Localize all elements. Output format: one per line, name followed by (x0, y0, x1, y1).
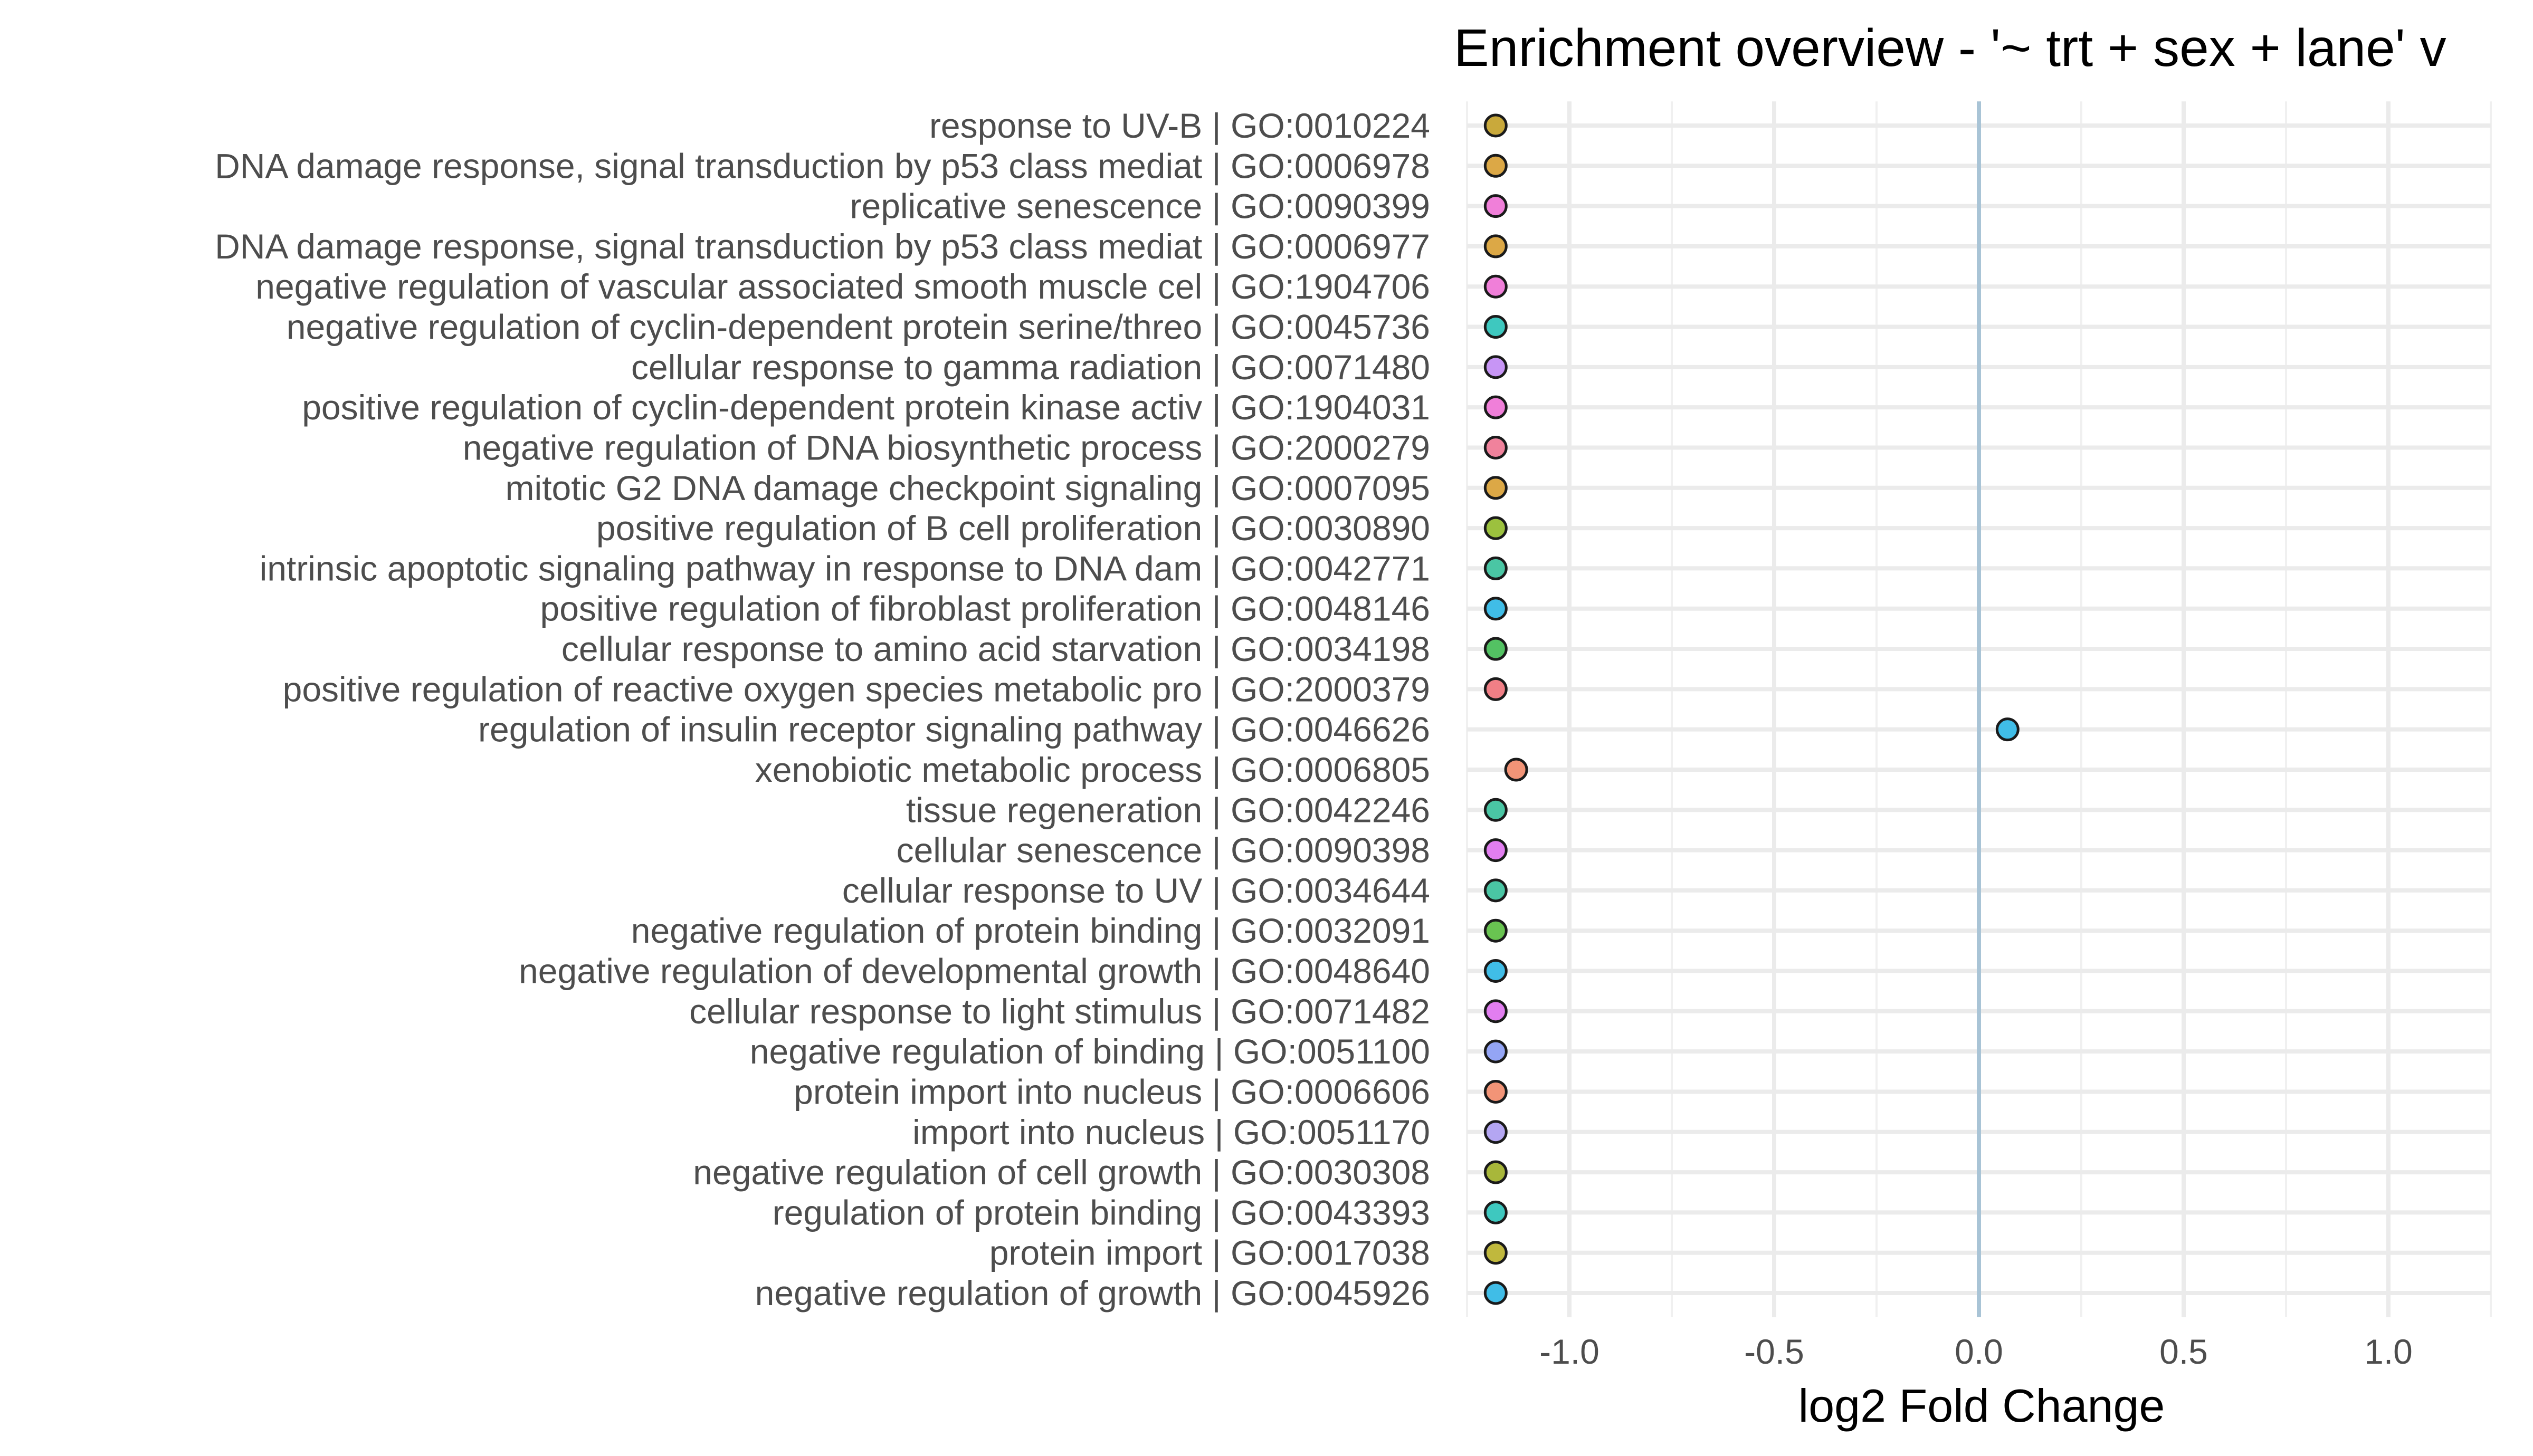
data-point (1483, 234, 1508, 258)
x-tick-label: -0.5 (1744, 1332, 1804, 1371)
category-label: DNA damage response, signal transduction… (215, 146, 1430, 185)
data-point (1483, 1160, 1508, 1184)
category-label: negative regulation of vascular associat… (255, 267, 1430, 306)
data-point (1504, 758, 1528, 782)
data-point (1483, 1039, 1508, 1064)
category-label: cellular senescence | GO:0090398 (897, 831, 1430, 870)
category-label: cellular response to UV | GO:0034644 (842, 871, 1430, 910)
data-point (1483, 395, 1508, 419)
data-point (1483, 918, 1508, 943)
data-point (1483, 113, 1508, 138)
x-axis-label: log2 Fold Change (1798, 1380, 2165, 1432)
category-label: positive regulation of cyclin-dependent … (302, 388, 1430, 427)
x-tick-label: 1.0 (2364, 1332, 2413, 1371)
category-label: regulation of protein binding | GO:00433… (773, 1193, 1430, 1232)
data-point (1483, 1241, 1508, 1265)
data-point (1483, 556, 1508, 580)
category-label: negative regulation of growth | GO:00459… (755, 1273, 1430, 1313)
data-point (1483, 597, 1508, 621)
data-point (1483, 516, 1508, 540)
category-label: cellular response to amino acid starvati… (561, 629, 1430, 668)
category-label: protein import into nucleus | GO:0006606 (794, 1072, 1430, 1111)
data-point (1483, 154, 1508, 178)
category-label: positive regulation of fibroblast prolif… (540, 589, 1430, 628)
data-point (1995, 717, 2020, 742)
data-point (1483, 476, 1508, 500)
x-tick-label: -1.0 (1539, 1332, 1599, 1371)
category-label: cellular response to light stimulus | GO… (689, 992, 1430, 1031)
category-label: positive regulation of reactive oxygen s… (283, 669, 1430, 708)
category-label: negative regulation of DNA biosynthetic … (463, 428, 1430, 467)
category-label: mitotic G2 DNA damage checkpoint signali… (506, 468, 1430, 507)
category-label: positive regulation of B cell proliferat… (596, 509, 1430, 548)
data-point (1483, 1281, 1508, 1305)
category-label: replicative senescence | GO:0090399 (850, 187, 1430, 226)
category-label: negative regulation of protein binding |… (631, 911, 1430, 950)
x-tick-label: 0.0 (1955, 1332, 2003, 1371)
data-point (1483, 435, 1508, 459)
data-point (1483, 878, 1508, 903)
data-point (1483, 274, 1508, 299)
x-axis-ticks: -1.0 -0.5 0.0 0.5 1.0 (1539, 1332, 2413, 1371)
x-tick-label: 0.5 (2159, 1332, 2208, 1371)
data-point (1483, 1079, 1508, 1104)
data-points (1483, 113, 2020, 1305)
category-label: negative regulation of cell growth | GO:… (693, 1153, 1430, 1192)
data-point (1483, 637, 1508, 661)
data-point (1483, 677, 1508, 701)
data-point (1483, 999, 1508, 1023)
plot-grid (1466, 101, 2492, 1317)
data-point (1483, 798, 1508, 822)
data-point (1483, 1120, 1508, 1144)
category-label: tissue regeneration | GO:0042246 (906, 790, 1430, 829)
category-label: intrinsic apoptotic signaling pathway in… (260, 549, 1430, 588)
category-label: response to UV-B | GO:0010224 (929, 106, 1430, 145)
category-label: import into nucleus | GO:0051170 (912, 1113, 1430, 1152)
data-point (1483, 315, 1508, 339)
data-point (1483, 194, 1508, 218)
category-label: cellular response to gamma radiation | G… (631, 348, 1430, 387)
category-label: xenobiotic metabolic process | GO:000680… (755, 750, 1430, 789)
category-label: regulation of insulin receptor signaling… (478, 710, 1430, 749)
chart-title: Enrichment overview - '~ trt + sex + lan… (1454, 18, 2446, 78)
category-label: negative regulation of developmental gro… (519, 952, 1430, 991)
data-point (1483, 1200, 1508, 1224)
category-label: negative regulation of cyclin-dependent … (287, 308, 1430, 347)
category-label: protein import | GO:0017038 (989, 1233, 1430, 1272)
data-point (1483, 355, 1508, 379)
category-label: negative regulation of binding | GO:0051… (750, 1032, 1430, 1071)
category-label: DNA damage response, signal transduction… (215, 227, 1430, 266)
data-point (1483, 838, 1508, 863)
data-point (1483, 959, 1508, 983)
